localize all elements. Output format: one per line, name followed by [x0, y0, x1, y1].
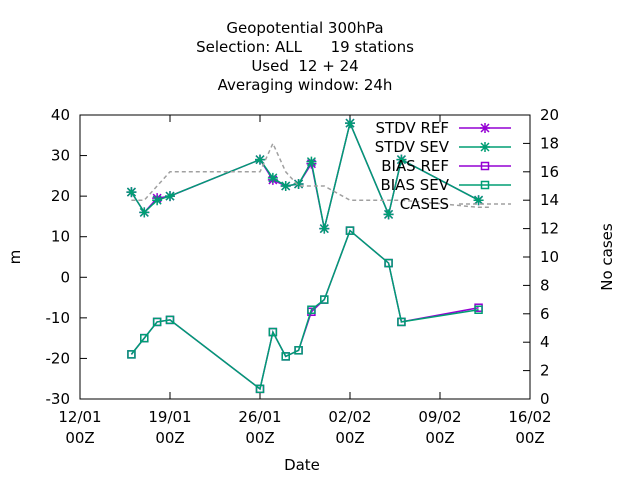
- x-tick-label-time: 00Z: [245, 429, 274, 447]
- data-point: [152, 195, 163, 206]
- x-tick-label: 09/02: [418, 408, 461, 426]
- legend-label: CASES: [400, 195, 449, 213]
- y2-tick-label: 20: [540, 106, 559, 124]
- data-point: [281, 352, 290, 361]
- series-cases: [131, 141, 492, 209]
- data-point: [255, 154, 265, 165]
- y2-tick-label: 8: [540, 276, 550, 294]
- data-point: [152, 317, 162, 327]
- y2-tick-label: 16: [540, 163, 559, 181]
- y-tick-label: -30: [46, 390, 71, 408]
- plot-area: -30 -20 -10 0 10 20 30 40 0 2 4 6 8 10 12 14 16 18 20 12/01…: [46, 106, 560, 447]
- series-line: [130, 229, 479, 391]
- x-tick-label-time: 00Z: [515, 429, 544, 447]
- data-point: [294, 346, 303, 355]
- data-point: [319, 223, 330, 234]
- legend-marker: [480, 161, 490, 171]
- data-point: [397, 317, 406, 327]
- y2-tick-label: 18: [540, 134, 559, 152]
- legend-marker: [480, 180, 490, 190]
- series-stdv-sev: [126, 118, 484, 234]
- y-tick-label: 30: [51, 147, 70, 165]
- y-tick-label: -20: [46, 349, 71, 367]
- data-point: [383, 209, 394, 220]
- x-tick-label: 16/02: [508, 408, 551, 426]
- y2-tick-label: 2: [540, 362, 550, 380]
- series-bias-sev: [127, 226, 483, 394]
- chart-title-line: Averaging window: 24h: [218, 76, 393, 94]
- data-point: [384, 258, 393, 268]
- chart-title-line: Used 12 + 24: [251, 57, 358, 75]
- plot-frame: [79, 114, 531, 400]
- chart-title-line: Selection: ALL 19 stations: [196, 38, 414, 56]
- data-point: [139, 207, 150, 218]
- y2-tick-label: 6: [540, 305, 550, 323]
- data-point: [345, 118, 355, 129]
- y-tick-label: 20: [51, 187, 70, 205]
- y-axis-label: m: [6, 250, 24, 265]
- y2-axis-label: No cases: [598, 223, 616, 291]
- data-point: [127, 350, 136, 359]
- y-tick-label: 0: [60, 268, 70, 286]
- series-line: [130, 229, 479, 391]
- legend-label: STDV SEV: [375, 138, 450, 156]
- legend-marker: [480, 142, 490, 152]
- data-point: [306, 156, 317, 167]
- y-tick-label: -10: [46, 309, 71, 327]
- data-point: [126, 187, 137, 198]
- x-tick-label: 19/01: [148, 408, 191, 426]
- data-point: [165, 191, 175, 202]
- x-tick-label-time: 00Z: [65, 429, 94, 447]
- x-tick-label-time: 00Z: [155, 429, 184, 447]
- y2-tick-label: 0: [540, 390, 550, 408]
- legend-label: STDV REF: [375, 119, 449, 137]
- data-point: [473, 195, 484, 206]
- y-tick-label: 40: [51, 106, 70, 124]
- chart-title-line: Geopotential 300hPa: [226, 19, 383, 37]
- data-point: [267, 172, 278, 183]
- x-tick-label-time: 00Z: [425, 429, 454, 447]
- x-tick-label: 12/01: [58, 408, 101, 426]
- y2-tick-label: 14: [540, 191, 559, 209]
- data-point: [474, 305, 483, 314]
- legend-label: BIAS SEV: [380, 176, 449, 194]
- data-point: [268, 327, 278, 337]
- data-point: [140, 333, 149, 343]
- data-point: [345, 226, 355, 235]
- data-point: [165, 315, 175, 325]
- x-axis-label: Date: [284, 456, 320, 474]
- series-bias-ref: [127, 226, 483, 394]
- data-point: [320, 295, 329, 304]
- data-point: [255, 384, 265, 394]
- y-tick-label: 10: [51, 228, 70, 246]
- x-tick-label: 02/02: [328, 408, 371, 426]
- legend-label: BIAS REF: [381, 157, 449, 175]
- x-tick-label: 26/01: [238, 408, 281, 426]
- data-point: [396, 154, 407, 165]
- y2-tick-label: 4: [540, 333, 550, 351]
- y2-tick-label: 12: [540, 220, 559, 238]
- series-line: [131, 141, 492, 209]
- data-point: [307, 305, 316, 314]
- data-point: [293, 178, 304, 189]
- y2-tick-label: 10: [540, 248, 559, 266]
- data-point: [280, 181, 291, 191]
- x-tick-label-time: 00Z: [335, 429, 364, 447]
- legend-marker: [480, 123, 490, 133]
